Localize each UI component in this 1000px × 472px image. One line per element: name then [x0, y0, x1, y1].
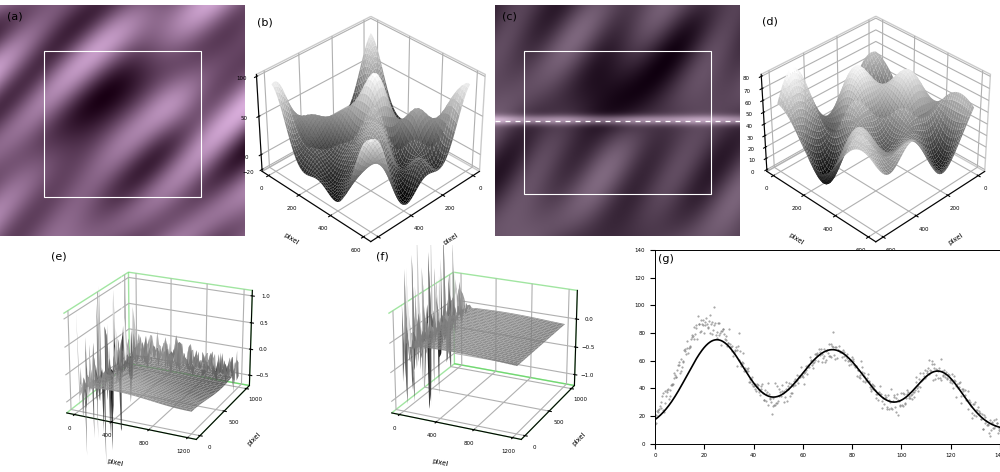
Y-axis label: pixel: pixel: [571, 431, 587, 447]
Text: (e): (e): [51, 252, 67, 262]
Text: (f): (f): [376, 252, 389, 262]
X-axis label: pixel: pixel: [947, 232, 964, 246]
Y-axis label: pixel: pixel: [246, 431, 262, 447]
Text: (g): (g): [658, 254, 674, 264]
X-axis label: pixel: pixel: [442, 232, 459, 246]
X-axis label: pixel: pixel: [431, 458, 449, 467]
Y-axis label: pixel: pixel: [282, 232, 300, 246]
Bar: [44, 51, 201, 197]
Text: (d): (d): [762, 17, 778, 27]
Text: (c): (c): [502, 12, 517, 22]
Text: (a): (a): [7, 12, 23, 22]
Bar: [524, 51, 711, 194]
Y-axis label: pixel: pixel: [787, 232, 804, 246]
Text: (b): (b): [257, 17, 273, 27]
X-axis label: pixel: pixel: [106, 458, 124, 467]
